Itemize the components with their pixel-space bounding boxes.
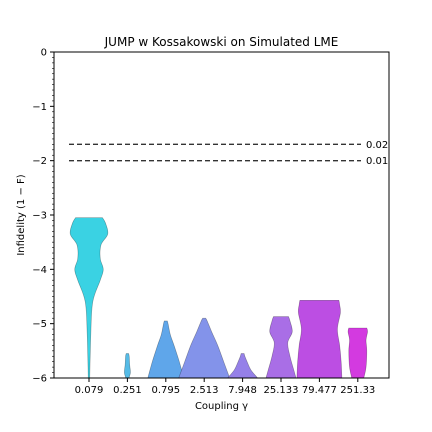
x-tick-label: 0.251: [113, 385, 142, 396]
y-tick-label: −4: [32, 265, 47, 276]
violin-251.33: [347, 327, 368, 379]
x-tick-label: 7.948: [228, 385, 257, 396]
violin-0.079: [69, 217, 109, 379]
x-tick-label: 2.513: [190, 385, 219, 396]
reference-line-label: 0.02: [366, 140, 388, 151]
violin-79.477: [296, 300, 343, 379]
y-axis: 0 −1 −2 −3 −4 −5 −6: [32, 48, 54, 385]
y-tick-label: 0: [41, 48, 47, 59]
y-axis-label: Infidelity (1 − F): [16, 174, 27, 255]
violin-0.795: [147, 320, 185, 379]
plot-area: 0.02 0.01: [69, 140, 388, 379]
reference-line-label: 0.01: [366, 156, 388, 167]
violin-2.513: [178, 317, 231, 379]
x-tick-label: 25.133: [264, 385, 299, 396]
violin-7.948: [226, 353, 259, 379]
y-tick-label: −5: [32, 319, 47, 330]
x-tick-label: 251.33: [340, 385, 375, 396]
y-tick-label: −6: [32, 374, 47, 385]
x-axis-label: Coupling γ: [195, 401, 248, 412]
plot-frame: [53, 51, 390, 379]
x-tick-label: 0.795: [151, 385, 180, 396]
x-tick-label: 79.477: [302, 385, 337, 396]
violin-25.133: [265, 316, 297, 379]
chart-title: JUMP w Kossakowski on Simulated LME: [104, 35, 339, 49]
x-tick-label: 0.079: [75, 385, 104, 396]
violin-0.251: [124, 353, 131, 379]
y-tick-label: −2: [32, 156, 47, 167]
x-axis: 0.079 0.251 0.795 2.513 7.948 25.133 79.477 251…: [75, 378, 375, 396]
y-tick-label: −3: [32, 211, 47, 222]
y-tick-label: −1: [32, 102, 47, 113]
